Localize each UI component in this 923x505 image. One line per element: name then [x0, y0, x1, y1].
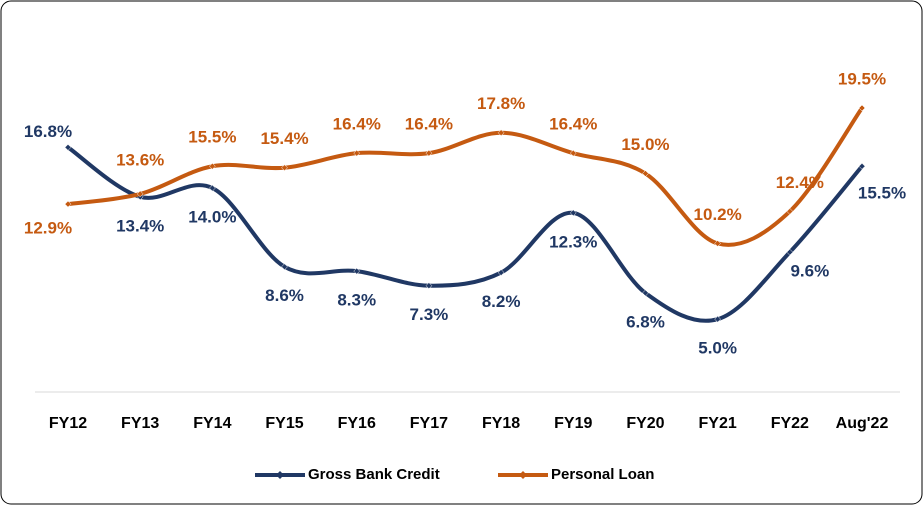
x-tick-label: Aug'22 — [836, 415, 889, 432]
marker — [642, 289, 649, 297]
data-label: 16.4% — [333, 115, 381, 134]
marker — [714, 240, 721, 247]
x-tick-label: FY12 — [49, 415, 87, 432]
data-label: 5.0% — [698, 339, 737, 358]
x-tick-label: FY14 — [193, 415, 231, 432]
data-label: 15.5% — [188, 128, 236, 147]
marker — [209, 162, 216, 170]
data-label: 9.6% — [790, 262, 829, 281]
x-tick-label: FY13 — [121, 415, 159, 432]
marker — [786, 208, 794, 215]
data-label: 12.4% — [776, 173, 824, 192]
data-label: 12.9% — [24, 219, 72, 238]
data-label: 8.2% — [482, 292, 521, 311]
data-label: 6.8% — [626, 312, 665, 331]
marker — [64, 143, 72, 151]
x-tick-label: FY15 — [265, 415, 303, 432]
data-label: 15.5% — [858, 184, 906, 203]
data-label: 16.8% — [24, 122, 72, 141]
marker — [786, 248, 794, 256]
line — [66, 145, 864, 323]
marker — [858, 104, 866, 112]
data-label: 13.4% — [116, 216, 164, 235]
data-label: 19.5% — [838, 69, 886, 88]
marker — [136, 190, 144, 198]
marker — [714, 315, 721, 323]
x-tick-label: FY17 — [410, 415, 448, 432]
legend-marker — [276, 471, 284, 479]
data-label: 7.3% — [410, 305, 449, 324]
data-label: 14.0% — [188, 208, 236, 227]
marker — [497, 129, 505, 137]
x-tick-label: FY22 — [771, 415, 809, 432]
marker — [281, 164, 288, 172]
marker — [858, 162, 866, 170]
marker — [497, 269, 505, 276]
marker — [425, 149, 433, 157]
data-label: 8.3% — [337, 291, 376, 310]
marker — [425, 282, 433, 290]
marker — [642, 170, 649, 177]
data-label: 17.8% — [477, 94, 525, 113]
data-label: 10.2% — [694, 205, 742, 224]
data-label: 15.0% — [621, 135, 669, 154]
x-tick-label: FY16 — [338, 415, 376, 432]
x-tick-label: FY19 — [554, 415, 592, 432]
marker — [569, 209, 577, 217]
legend-label: Personal Loan — [551, 466, 654, 483]
marker — [569, 149, 577, 157]
legend-marker — [519, 471, 527, 479]
data-label: 13.6% — [116, 150, 164, 169]
data-label: 8.6% — [265, 286, 304, 305]
data-label: 15.4% — [260, 129, 308, 148]
x-tick-label: FY18 — [482, 415, 520, 432]
legend-label: Gross Bank Credit — [308, 466, 440, 483]
marker — [281, 263, 288, 271]
data-label: 16.4% — [405, 115, 453, 134]
marker — [353, 267, 361, 275]
marker — [353, 149, 361, 157]
x-tick-label: FY21 — [699, 415, 737, 432]
marker — [209, 184, 216, 192]
x-tick-label: FY20 — [626, 415, 664, 432]
data-label: 16.4% — [549, 115, 597, 134]
data-label: 12.3% — [549, 232, 597, 251]
marker — [64, 200, 72, 208]
